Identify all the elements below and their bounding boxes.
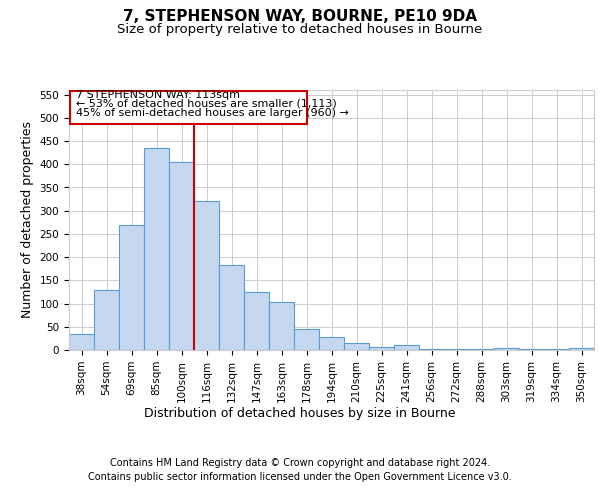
Bar (544, 349, 569, 350)
Bar (369, 347, 394, 350)
Y-axis label: Number of detached properties: Number of detached properties (21, 122, 34, 318)
Bar (119, 224, 144, 350)
Bar (294, 329, 319, 350)
FancyBboxPatch shape (70, 92, 307, 124)
Text: Contains HM Land Registry data © Crown copyright and database right 2024.: Contains HM Land Registry data © Crown c… (110, 458, 490, 468)
Bar (144, 148, 169, 350)
Bar (469, 348, 494, 350)
Text: Contains public sector information licensed under the Open Government Licence v3: Contains public sector information licen… (88, 472, 512, 482)
Bar (194, 202, 219, 350)
Bar (69, 334, 94, 350)
Text: Size of property relative to detached houses in Bourne: Size of property relative to detached ho… (118, 22, 482, 36)
Bar (494, 348, 519, 350)
Bar (394, 346, 419, 350)
Bar (519, 349, 544, 350)
Text: ← 53% of detached houses are smaller (1,113): ← 53% of detached houses are smaller (1,… (77, 99, 337, 109)
Bar (94, 290, 119, 350)
Bar (569, 348, 594, 350)
Bar (419, 348, 444, 350)
Bar (169, 162, 194, 350)
Text: Distribution of detached houses by size in Bourne: Distribution of detached houses by size … (144, 408, 456, 420)
Text: 7, STEPHENSON WAY, BOURNE, PE10 9DA: 7, STEPHENSON WAY, BOURNE, PE10 9DA (123, 9, 477, 24)
Bar (444, 349, 469, 350)
Bar (219, 265, 244, 350)
Text: 45% of semi-detached houses are larger (960) →: 45% of semi-detached houses are larger (… (77, 108, 349, 118)
Bar (244, 292, 269, 350)
Bar (319, 337, 344, 350)
Bar (344, 342, 369, 350)
Bar (269, 302, 294, 350)
Text: 7 STEPHENSON WAY: 113sqm: 7 STEPHENSON WAY: 113sqm (77, 90, 241, 100)
